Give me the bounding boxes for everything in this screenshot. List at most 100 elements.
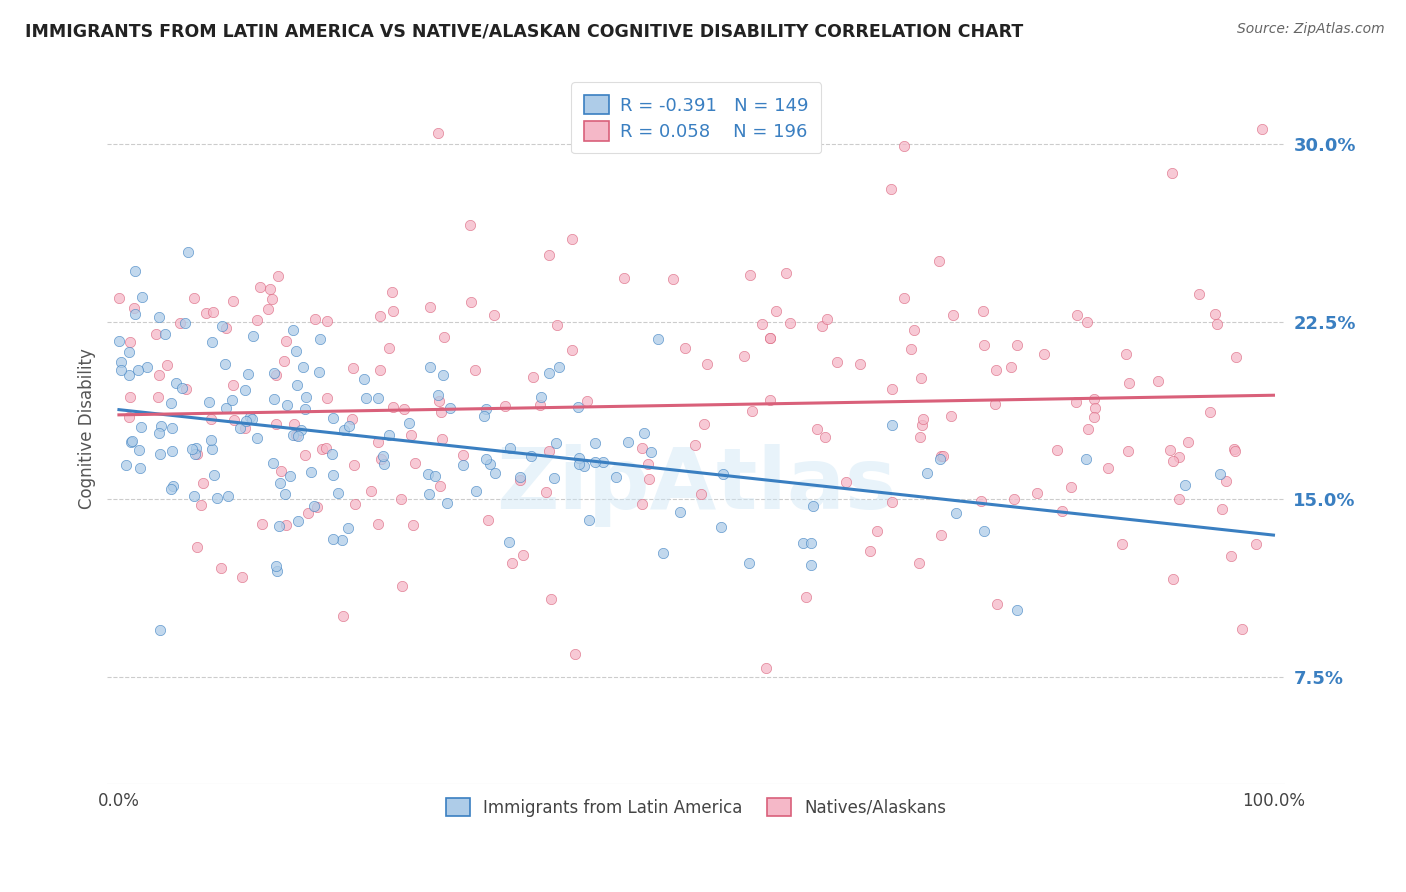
Point (631, 498, 654, 512)
Point (294, 402, 316, 417)
Point (127, 363, 149, 377)
Point (176, 382, 198, 396)
Point (564, 647, 586, 661)
Point (322, 411, 344, 425)
Point (195, 306, 218, 320)
Point (328, 486, 350, 500)
Point (381, 285, 404, 299)
Point (439, 401, 461, 415)
Point (294, 448, 316, 462)
Point (1077, 422, 1099, 436)
Point (575, 394, 598, 409)
Point (1083, 410, 1105, 425)
Point (423, 468, 446, 483)
Point (482, 308, 505, 322)
Point (1188, 287, 1211, 301)
Point (1116, 443, 1139, 458)
Point (436, 496, 458, 510)
Point (973, 524, 995, 539)
Point (242, 412, 264, 426)
Point (156, 359, 179, 373)
Point (353, 372, 375, 386)
Point (129, 420, 152, 434)
Point (283, 417, 305, 431)
Point (880, 182, 903, 196)
Point (858, 544, 880, 558)
Point (389, 491, 412, 506)
Point (150, 419, 173, 434)
Point (1026, 485, 1049, 500)
Point (484, 466, 506, 480)
Point (162, 479, 184, 493)
Point (160, 483, 183, 497)
Point (690, 486, 713, 500)
Point (330, 533, 353, 548)
Point (321, 447, 343, 461)
Point (149, 624, 172, 638)
Point (755, 661, 778, 675)
Point (200, 434, 222, 448)
Point (202, 305, 225, 319)
Point (1059, 480, 1081, 494)
Point (453, 448, 475, 462)
Point (1230, 622, 1253, 636)
Point (183, 291, 205, 305)
Point (135, 360, 157, 375)
Point (108, 291, 131, 305)
Point (1163, 454, 1185, 468)
Point (201, 335, 224, 350)
Point (910, 371, 932, 385)
Point (419, 360, 441, 375)
Point (430, 432, 453, 446)
Point (209, 561, 232, 575)
Point (367, 517, 389, 532)
Point (246, 313, 269, 327)
Point (183, 447, 205, 461)
Point (1076, 452, 1098, 467)
Point (929, 450, 952, 464)
Point (509, 470, 531, 484)
Point (939, 409, 962, 424)
Text: Source: ZipAtlas.com: Source: ZipAtlas.com (1237, 22, 1385, 37)
Point (190, 498, 212, 512)
Point (941, 309, 963, 323)
Point (1219, 549, 1241, 564)
Point (108, 334, 131, 348)
Point (1174, 478, 1197, 492)
Point (759, 331, 782, 345)
Point (214, 357, 236, 371)
Point (1251, 121, 1274, 136)
Point (242, 328, 264, 343)
Point (583, 454, 606, 468)
Point (340, 412, 363, 426)
Point (299, 465, 322, 479)
Point (501, 556, 523, 570)
Point (835, 475, 858, 489)
Point (174, 317, 197, 331)
Point (912, 412, 935, 426)
Point (233, 421, 256, 435)
Point (474, 402, 496, 417)
Point (239, 409, 262, 424)
Point (160, 421, 183, 435)
Point (221, 392, 243, 407)
Point (260, 293, 283, 307)
Point (693, 417, 716, 431)
Point (1161, 166, 1184, 180)
Point (382, 400, 405, 414)
Point (229, 421, 252, 435)
Point (548, 360, 571, 375)
Point (1244, 537, 1267, 551)
Point (322, 467, 344, 482)
Point (893, 292, 915, 306)
Point (128, 461, 150, 475)
Point (1032, 347, 1054, 361)
Point (391, 579, 413, 593)
Point (683, 438, 706, 452)
Point (169, 316, 191, 330)
Point (148, 310, 170, 324)
Point (1215, 474, 1237, 488)
Point (1118, 376, 1140, 390)
Point (429, 479, 451, 493)
Point (567, 400, 589, 414)
